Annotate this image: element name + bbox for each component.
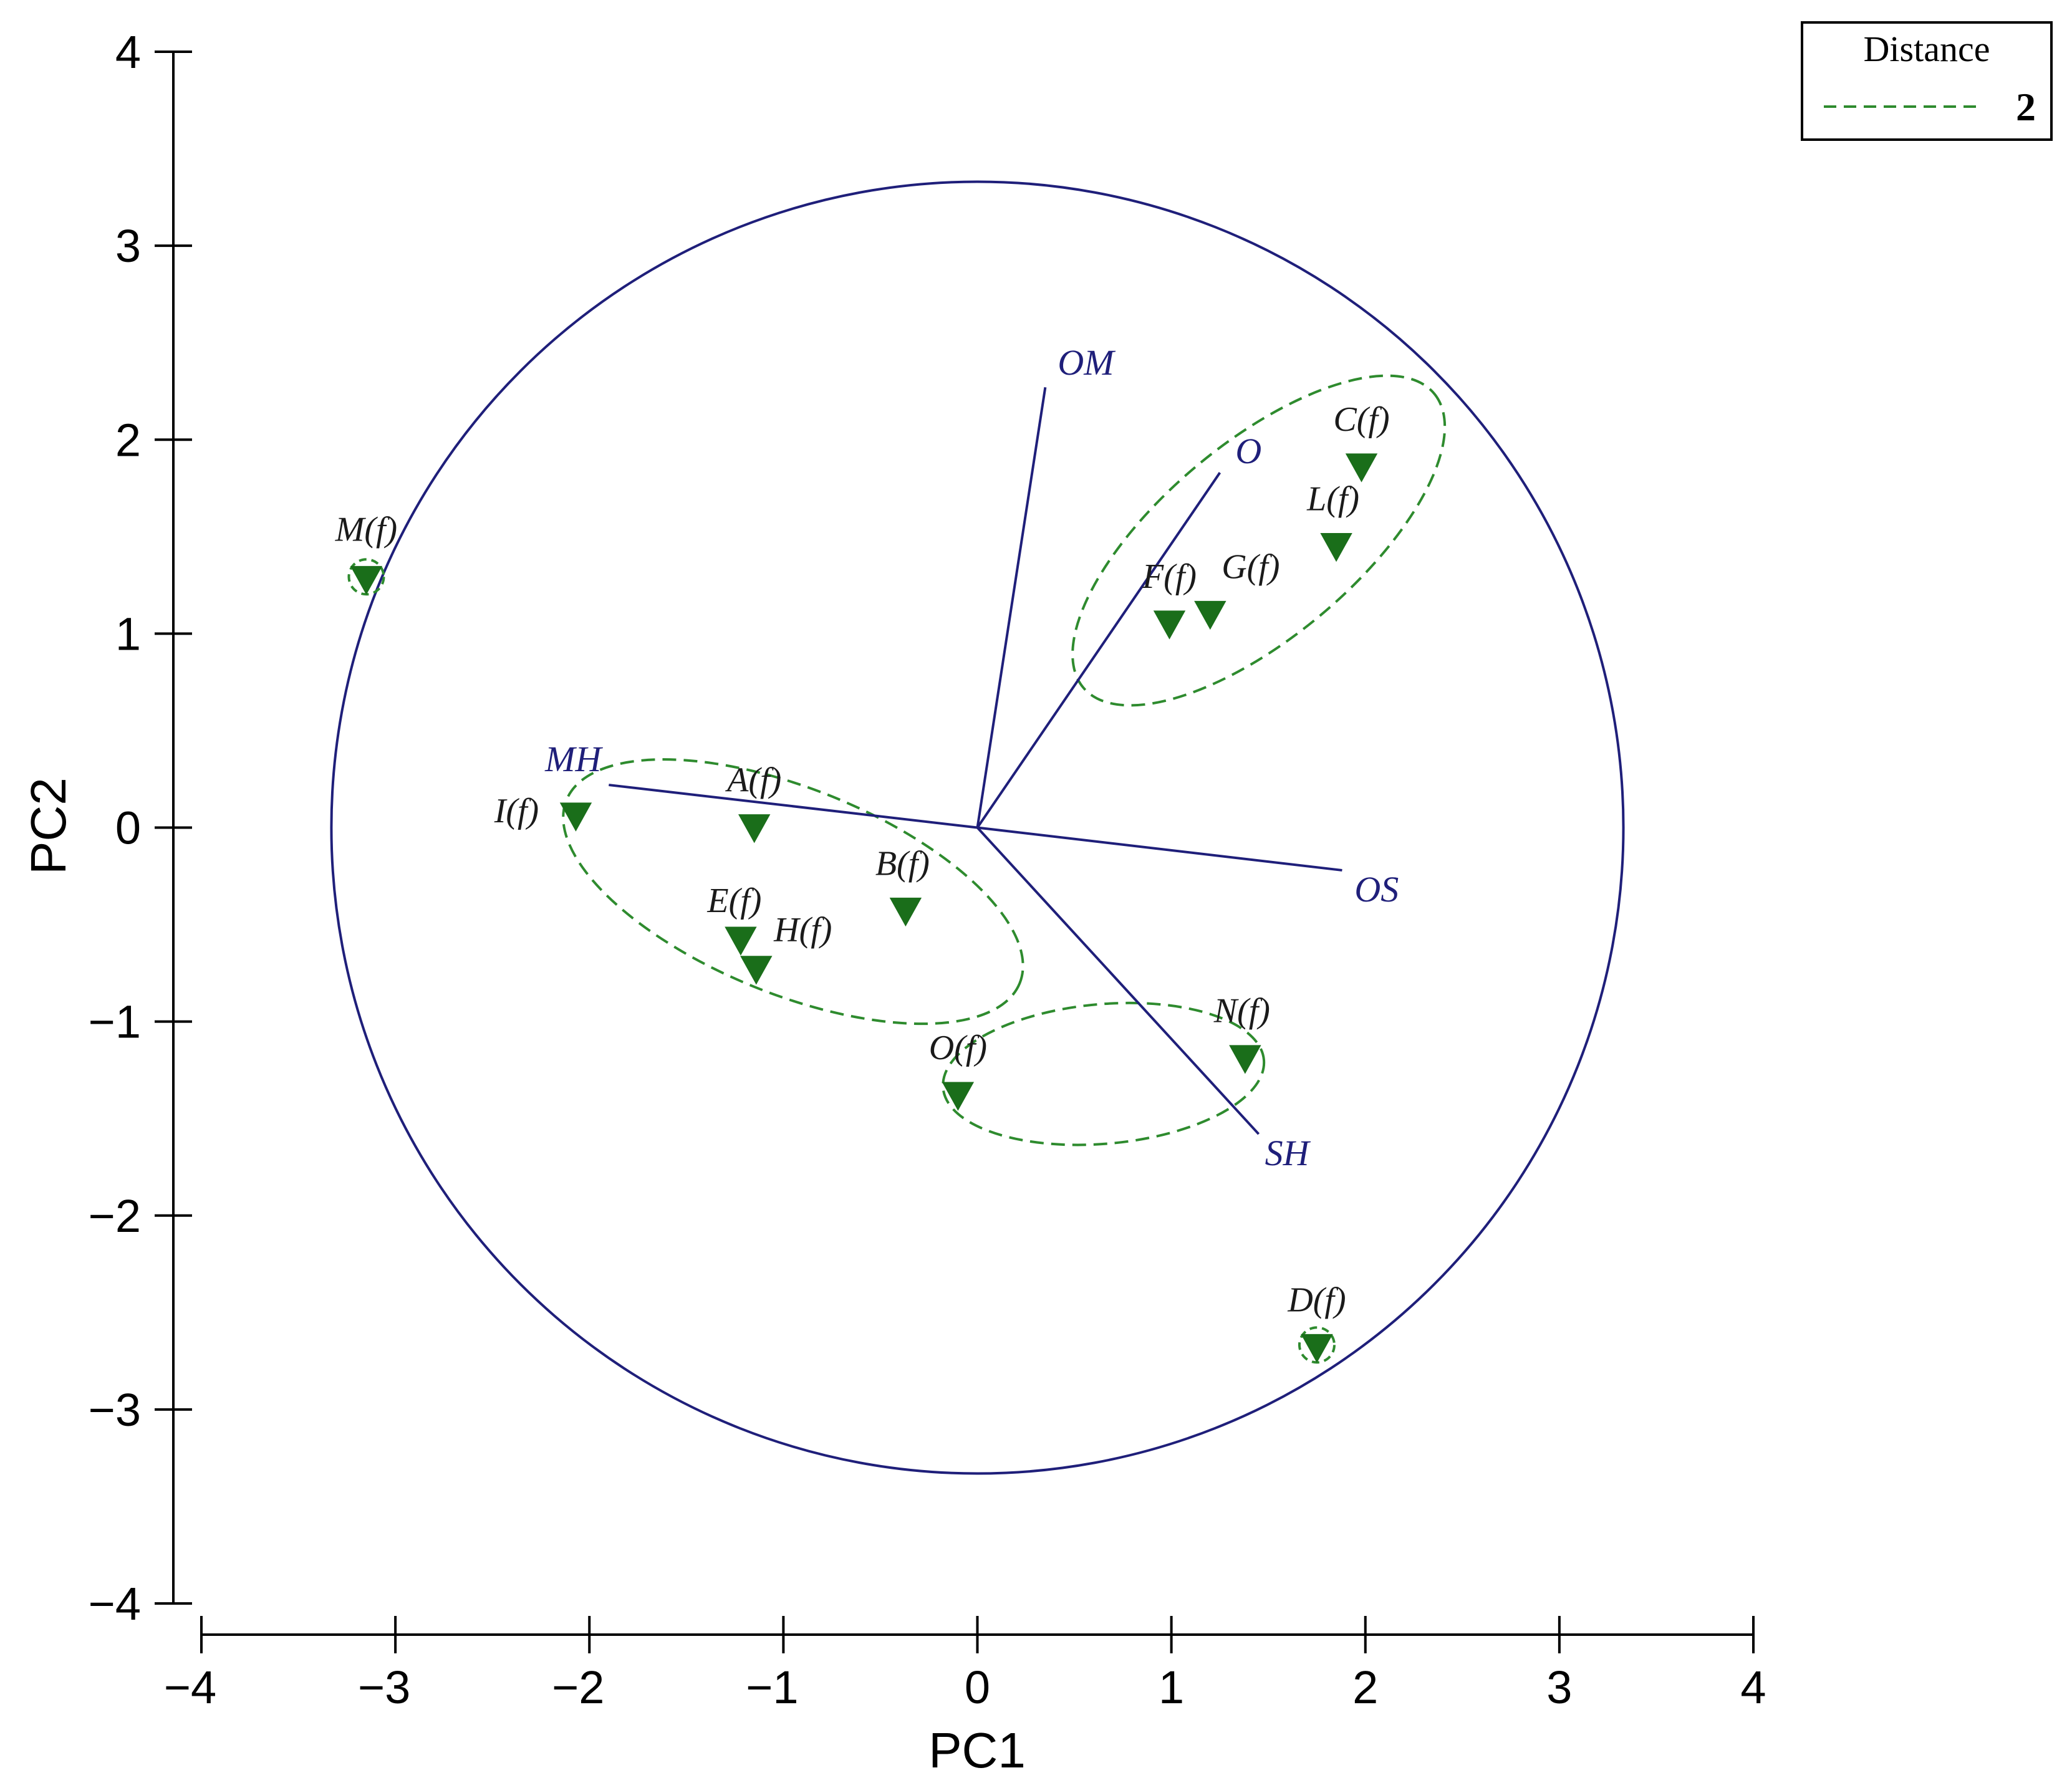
loading-vectors: OM O MH OS SH bbox=[544, 342, 1399, 1173]
sample-marker bbox=[738, 814, 771, 844]
sample-marker bbox=[942, 1082, 975, 1111]
point-label: B(f) bbox=[875, 844, 930, 883]
point-label: M(f) bbox=[335, 510, 398, 549]
sample-marker bbox=[1194, 600, 1226, 630]
sample-marker bbox=[889, 897, 922, 927]
legend: Distance 2 bbox=[1801, 21, 2053, 141]
point-label: A(f) bbox=[725, 761, 781, 800]
x-axis-title: PC1 bbox=[928, 1723, 1026, 1778]
y-tick-label: 1 bbox=[115, 608, 141, 660]
cluster-ellipse bbox=[1071, 374, 1447, 707]
point-label: C(f) bbox=[1333, 400, 1389, 439]
y-tick-label: −2 bbox=[89, 1190, 141, 1242]
y-tick-label: −1 bbox=[89, 996, 141, 1048]
legend-title: Distance bbox=[1864, 29, 1990, 69]
x-tick-label: −1 bbox=[746, 1661, 798, 1713]
vector-label: O bbox=[1235, 431, 1261, 471]
vector-label: OS bbox=[1354, 869, 1399, 910]
loading-vector bbox=[977, 826, 1342, 872]
y-tick-label: 4 bbox=[115, 26, 141, 78]
x-tick-label: 2 bbox=[1352, 1661, 1378, 1713]
sample-points: M(f) I(f) A(f) B(f) E(f) H(f) O(f) N(f) F(f) G(f)… bbox=[335, 400, 1390, 1364]
loading-vector bbox=[609, 784, 978, 829]
legend-entry-label: 2 bbox=[2016, 85, 2036, 129]
x-tick-label: −4 bbox=[164, 1661, 216, 1713]
y-tick-label: −3 bbox=[89, 1384, 141, 1436]
point-label: E(f) bbox=[706, 882, 761, 920]
cluster-ellipse bbox=[942, 1001, 1266, 1146]
vector-label: SH bbox=[1265, 1133, 1311, 1173]
vector-label: MH bbox=[544, 739, 603, 779]
point-label: O(f) bbox=[929, 1029, 987, 1067]
point-label: D(f) bbox=[1287, 1281, 1346, 1319]
x-tick-label: 1 bbox=[1159, 1661, 1184, 1713]
point-label: L(f) bbox=[1306, 479, 1359, 518]
point-label: N(f) bbox=[1213, 992, 1270, 1031]
sample-marker bbox=[1153, 610, 1186, 640]
legend-box bbox=[1801, 21, 2053, 141]
correlation-circle bbox=[330, 180, 1625, 1475]
y-tick-label: −4 bbox=[89, 1578, 141, 1630]
point-label: I(f) bbox=[494, 792, 539, 830]
y-tick-label: 2 bbox=[115, 414, 141, 466]
x-tick-label: −3 bbox=[358, 1661, 410, 1713]
sample-marker bbox=[1229, 1045, 1261, 1074]
axes: −4 −3 −2 −1 0 1 2 3 4 −4 −3 −2 −1 0 1 2 3 4 bbox=[89, 26, 1766, 1713]
loading-vector bbox=[976, 827, 1260, 1135]
sample-marker bbox=[725, 926, 757, 956]
sample-marker bbox=[1301, 1334, 1333, 1363]
x-tick-label: 4 bbox=[1740, 1661, 1766, 1713]
x-tick-label: 0 bbox=[965, 1661, 990, 1713]
sample-marker bbox=[1345, 453, 1378, 483]
point-label: H(f) bbox=[773, 911, 832, 949]
point-label: F(f) bbox=[1142, 557, 1197, 596]
sample-marker bbox=[559, 802, 592, 832]
sample-marker bbox=[740, 956, 773, 985]
cluster-ellipses bbox=[562, 374, 1447, 1146]
y-axis-title: PC2 bbox=[21, 777, 76, 875]
y-tick-label: 3 bbox=[115, 220, 141, 272]
loading-vector bbox=[976, 472, 1222, 829]
cluster-ellipse bbox=[562, 758, 1024, 1026]
loading-vector bbox=[976, 387, 1047, 828]
point-label: G(f) bbox=[1222, 547, 1279, 586]
y-tick-label: 0 bbox=[115, 802, 141, 854]
sample-marker bbox=[1320, 532, 1352, 562]
x-tick-label: −2 bbox=[552, 1661, 604, 1713]
x-tick-label: 3 bbox=[1546, 1661, 1572, 1713]
sample-marker bbox=[350, 565, 383, 595]
correlation-circle-layer bbox=[330, 180, 1625, 1475]
vector-label: OM bbox=[1058, 342, 1116, 383]
